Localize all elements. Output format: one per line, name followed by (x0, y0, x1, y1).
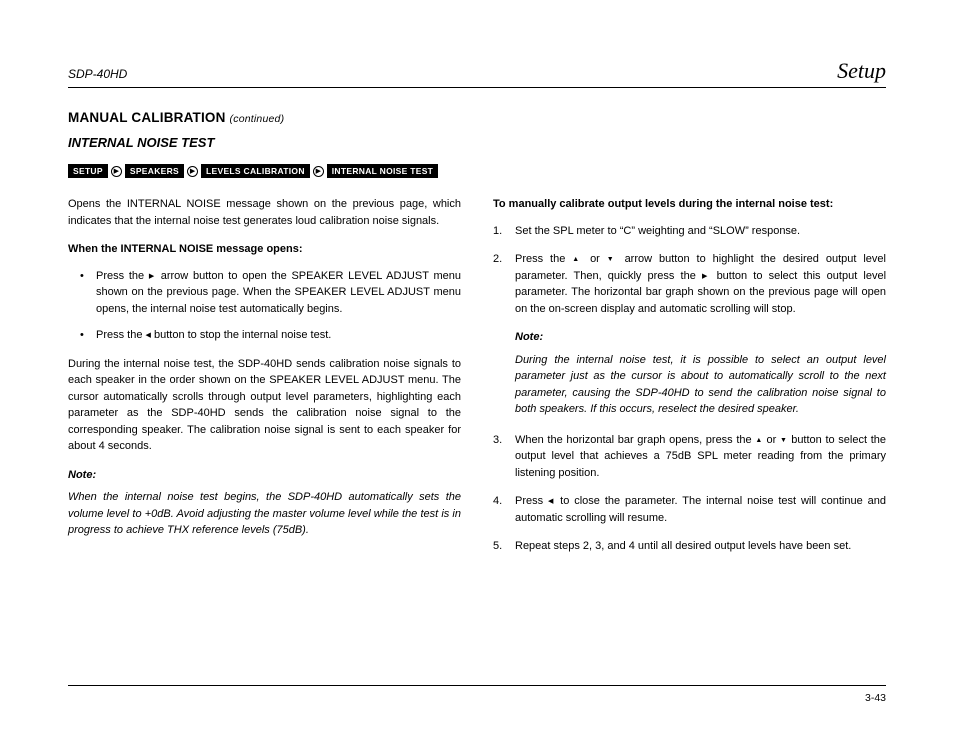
bullet-list: • Press the ▶ arrow button to open the S… (68, 268, 461, 344)
bullet-text: Press the ▶ arrow button to open the SPE… (96, 268, 461, 318)
page-number: 3-43 (865, 692, 886, 704)
step-item: 1. Set the SPL meter to “C” weighting an… (493, 223, 886, 240)
bullet-text: Press the ◀ button to stop the internal … (96, 327, 461, 344)
intro-paragraph: Opens the INTERNAL NOISE message shown o… (68, 196, 461, 229)
section-title: Setup (837, 58, 886, 84)
footer-rule (68, 685, 886, 686)
step-number: 1. (493, 223, 515, 240)
crumb-speakers: SPEAKERS (125, 164, 184, 178)
inline-note: Note: During the internal noise test, it… (493, 329, 886, 418)
right-column: To manually calibrate output levels duri… (493, 196, 886, 567)
step-number: 3. (493, 432, 515, 482)
page-header: SDP-40HD Setup (68, 58, 886, 88)
manual-calibration-heading: MANUAL CALIBRATION (continued) (68, 110, 886, 125)
crumb-internal-noise-test: INTERNAL NOISE TEST (327, 164, 438, 178)
steps-list: 1. Set the SPL meter to “C” weighting an… (493, 223, 886, 318)
step-number: 4. (493, 493, 515, 526)
steps-list-continued: 3. When the horizontal bar graph opens, … (493, 432, 886, 555)
step-text: When the horizontal bar graph opens, pre… (515, 432, 886, 482)
step-text: Repeat steps 2, 3, and 4 until all desir… (515, 538, 886, 555)
up-arrow-icon: ▲ (572, 256, 583, 263)
step-item: 4. Press ◀ to close the parameter. The i… (493, 493, 886, 526)
step-item: 3. When the horizontal bar graph opens, … (493, 432, 886, 482)
crumb-setup: SETUP (68, 164, 108, 178)
breadcrumb-arrow-icon: ▶ (111, 166, 122, 177)
right-arrow-icon: ▶ (149, 273, 156, 280)
bullet-item: • Press the ▶ arrow button to open the S… (68, 268, 461, 318)
down-arrow-icon: ▼ (607, 256, 618, 263)
breadcrumb-arrow-icon: ▶ (187, 166, 198, 177)
when-heading: When the INTERNAL NOISE message opens: (68, 241, 461, 258)
step-number: 2. (493, 251, 515, 317)
step-text: Press the ▲ or ▼ arrow button to highlig… (515, 251, 886, 317)
note-label: Note: (68, 467, 461, 484)
heading-continued: (continued) (230, 113, 285, 125)
bullet-mark: • (68, 268, 96, 318)
crumb-levels-calibration: LEVELS CALIBRATION (201, 164, 310, 178)
bullet-item: • Press the ◀ button to stop the interna… (68, 327, 461, 344)
step-item: 5. Repeat steps 2, 3, and 4 until all de… (493, 538, 886, 555)
note-body: During the internal noise test, it is po… (515, 352, 886, 418)
content-columns: Opens the INTERNAL NOISE message shown o… (68, 196, 886, 567)
down-arrow-icon: ▼ (780, 437, 788, 444)
during-paragraph: During the internal noise test, the SDP-… (68, 356, 461, 455)
step-text: Set the SPL meter to “C” weighting and “… (515, 223, 886, 240)
internal-noise-test-heading: INTERNAL NOISE TEST (68, 135, 886, 150)
calibrate-heading: To manually calibrate output levels duri… (493, 196, 886, 213)
note-label: Note: (515, 329, 886, 346)
note-body: When the internal noise test begins, the… (68, 489, 461, 539)
step-item: 2. Press the ▲ or ▼ arrow button to high… (493, 251, 886, 317)
step-text: Press ◀ to close the parameter. The inte… (515, 493, 886, 526)
heading-main: MANUAL CALIBRATION (68, 110, 226, 125)
left-column: Opens the INTERNAL NOISE message shown o… (68, 196, 461, 567)
step-number: 5. (493, 538, 515, 555)
breadcrumb-arrow-icon: ▶ (313, 166, 324, 177)
menu-path-breadcrumb: SETUP ▶ SPEAKERS ▶ LEVELS CALIBRATION ▶ … (68, 164, 886, 178)
up-arrow-icon: ▲ (755, 437, 763, 444)
bullet-mark: • (68, 327, 96, 344)
model-label: SDP-40HD (68, 67, 127, 81)
